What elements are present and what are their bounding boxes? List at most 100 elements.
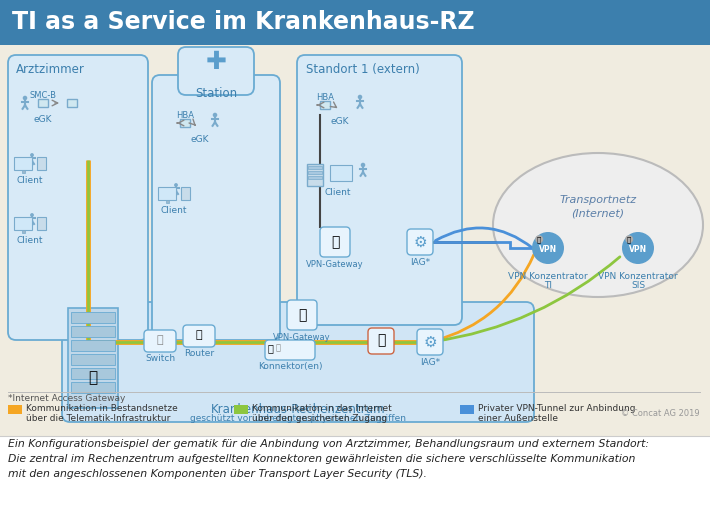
Text: TI: TI [544, 281, 552, 290]
Circle shape [532, 232, 564, 264]
Bar [234, 405, 248, 414]
Bar [14, 157, 32, 170]
Bar [71, 368, 115, 379]
Text: Standort 1 (extern): Standort 1 (extern) [306, 63, 420, 76]
Bar [71, 326, 115, 337]
FancyBboxPatch shape [62, 302, 534, 422]
Bar [0, 0, 710, 45]
FancyBboxPatch shape [407, 229, 433, 255]
Circle shape [626, 235, 633, 243]
Text: TI as a Service im Krankenhaus-RZ: TI as a Service im Krankenhaus-RZ [12, 10, 474, 34]
Text: 🔒: 🔒 [627, 237, 631, 243]
Text: Privater VPN-Tunnel zur Anbindung: Privater VPN-Tunnel zur Anbindung [478, 404, 635, 413]
Text: über den gesicherten Zugang: über den gesicherten Zugang [252, 414, 387, 423]
FancyBboxPatch shape [8, 55, 148, 340]
Text: VPN: VPN [629, 244, 647, 254]
Text: eGK: eGK [34, 115, 53, 124]
Circle shape [535, 235, 543, 243]
Bar [71, 382, 115, 393]
Text: Die zentral im Rechenzentrum aufgestellten Konnektoren gewährleisten die sichere: Die zentral im Rechenzentrum aufgestellt… [8, 454, 635, 464]
Circle shape [23, 96, 27, 100]
Circle shape [30, 153, 34, 157]
Text: 🔒: 🔒 [331, 235, 339, 249]
Text: VPN: VPN [539, 244, 557, 254]
Ellipse shape [493, 153, 703, 297]
Circle shape [358, 95, 362, 100]
Text: VPN Konzentrator: VPN Konzentrator [508, 272, 588, 281]
Text: *Internet Access Gateway: *Internet Access Gateway [8, 394, 126, 403]
Bar [308, 166, 322, 169]
Circle shape [213, 113, 217, 117]
Text: 🔒: 🔒 [89, 370, 97, 386]
Bar [22, 170, 25, 173]
Text: © Concat AG 2019: © Concat AG 2019 [621, 409, 700, 418]
Text: IAG*: IAG* [420, 358, 440, 367]
Text: Router: Router [184, 349, 214, 358]
Text: Kommunikation in das Internet: Kommunikation in das Internet [252, 404, 392, 413]
Text: ✚: ✚ [205, 50, 226, 74]
Bar [166, 200, 169, 203]
Text: Konnektor(en): Konnektor(en) [258, 362, 322, 371]
Text: Ein Konfigurationsbeispiel der gematik für die Anbindung von Arztzimmer, Behandl: Ein Konfigurationsbeispiel der gematik f… [8, 439, 649, 449]
Text: ⚙: ⚙ [413, 234, 427, 250]
Bar [14, 217, 32, 230]
Circle shape [174, 183, 178, 187]
Text: Station: Station [195, 87, 237, 100]
Circle shape [30, 213, 34, 217]
FancyBboxPatch shape [265, 340, 315, 360]
Text: Client: Client [324, 188, 351, 197]
Text: Client: Client [17, 176, 43, 185]
Text: Arztzimmer: Arztzimmer [16, 63, 85, 76]
FancyBboxPatch shape [183, 325, 215, 347]
Circle shape [622, 232, 654, 264]
Text: SIS: SIS [631, 281, 645, 290]
Text: HBA: HBA [316, 93, 334, 102]
Bar [330, 165, 352, 181]
Bar [37, 157, 46, 170]
Bar [71, 354, 115, 365]
Text: über die Telematik-Infrastruktur: über die Telematik-Infrastruktur [26, 414, 170, 423]
Bar [38, 99, 48, 107]
Text: geschützt vor unbefugten physischen Zugriffen: geschützt vor unbefugten physischen Zugr… [190, 414, 406, 423]
Text: eGK: eGK [331, 117, 349, 126]
Text: Client: Client [17, 236, 43, 245]
Bar [37, 217, 46, 230]
Bar [307, 164, 323, 186]
Bar [71, 312, 115, 323]
Circle shape [361, 163, 365, 167]
Text: 🔒: 🔒 [297, 308, 306, 322]
Bar [180, 119, 190, 127]
FancyBboxPatch shape [368, 328, 394, 354]
Bar [308, 171, 322, 174]
Text: mit den angeschlossenen Komponenten über Transport Layer Security (TLS).: mit den angeschlossenen Komponenten über… [8, 469, 427, 479]
FancyBboxPatch shape [297, 55, 462, 325]
Bar [460, 405, 474, 414]
Text: ⬛: ⬛ [157, 335, 163, 345]
Text: Client: Client [160, 206, 187, 215]
Text: 🔒: 🔒 [268, 343, 274, 353]
FancyBboxPatch shape [320, 227, 350, 257]
Text: SMC-B: SMC-B [30, 91, 57, 100]
Text: VPN-Gateway: VPN-Gateway [273, 333, 331, 342]
Text: Kommunikation in Bestandsnetze: Kommunikation in Bestandsnetze [26, 404, 178, 413]
FancyBboxPatch shape [152, 75, 280, 340]
Text: 🔥: 🔥 [377, 333, 386, 347]
Text: Krankenhaus-Rechenzentrum: Krankenhaus-Rechenzentrum [211, 403, 386, 416]
Bar [320, 101, 330, 109]
Text: 📶: 📶 [196, 330, 202, 340]
Bar [71, 340, 115, 351]
Text: ⚙: ⚙ [423, 334, 437, 350]
Text: ⬛: ⬛ [275, 343, 280, 353]
Bar [67, 99, 77, 107]
FancyBboxPatch shape [144, 330, 176, 352]
Text: Transportnetz
(Internet): Transportnetz (Internet) [559, 195, 637, 219]
Bar [158, 187, 176, 200]
FancyBboxPatch shape [178, 47, 254, 95]
Text: HBA: HBA [176, 111, 194, 120]
Text: IAG*: IAG* [410, 258, 430, 267]
Text: 🔒: 🔒 [537, 237, 541, 243]
Bar [8, 405, 22, 414]
Bar [0, 45, 710, 437]
Text: eGK: eGK [191, 135, 209, 144]
Text: VPN-Gateway: VPN-Gateway [306, 260, 364, 269]
